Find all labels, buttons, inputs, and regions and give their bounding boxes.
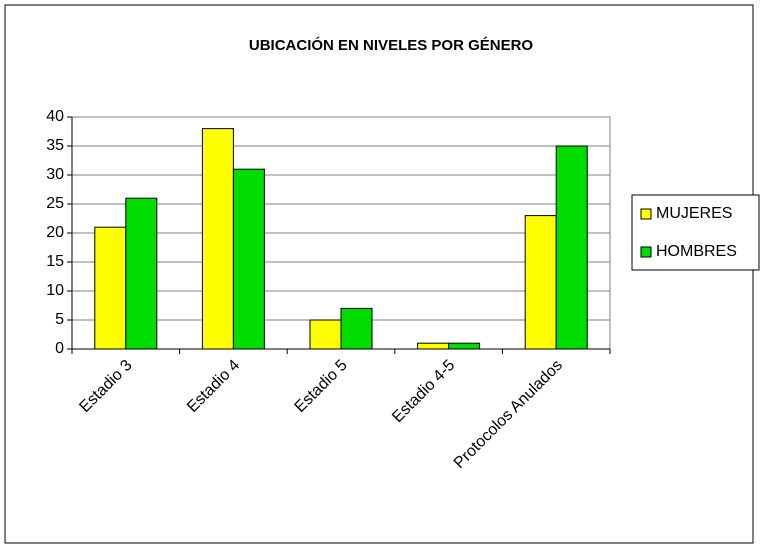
bar xyxy=(125,197,158,350)
y-tick-label: 30 xyxy=(46,166,64,183)
bar xyxy=(417,342,450,350)
bar xyxy=(524,215,557,350)
bar xyxy=(232,168,265,350)
legend-box xyxy=(631,194,760,271)
y-tick-label: 25 xyxy=(46,195,64,212)
bar xyxy=(94,226,127,350)
legend-swatch xyxy=(640,246,652,258)
bar xyxy=(340,307,373,350)
y-tick-label: 35 xyxy=(46,137,64,154)
y-tick-label: 10 xyxy=(46,282,64,299)
bar xyxy=(448,342,481,350)
chart-title: UBICACIÓN EN NIVELES POR GÉNERO xyxy=(249,36,534,54)
legend-swatch xyxy=(640,208,652,220)
legend-label: MUJERES xyxy=(656,205,732,222)
legend-label: HOMBRES xyxy=(656,243,737,260)
y-tick-label: 5 xyxy=(55,311,64,328)
y-tick-label: 15 xyxy=(46,253,64,270)
bar xyxy=(555,145,588,350)
bar xyxy=(309,319,342,350)
y-tick-label: 20 xyxy=(46,224,64,241)
y-tick-label: 0 xyxy=(55,340,64,357)
y-tick-label: 40 xyxy=(46,108,64,125)
bar xyxy=(201,128,234,350)
